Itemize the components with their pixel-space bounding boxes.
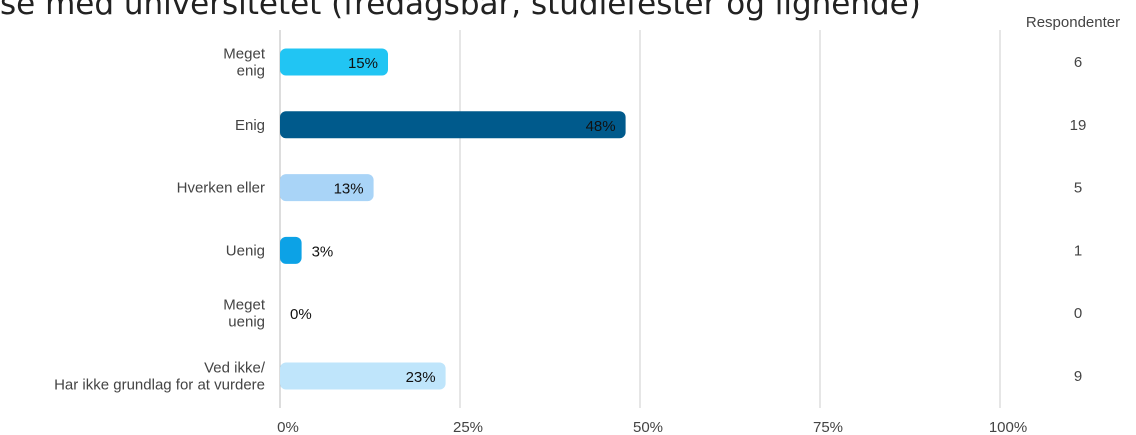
count-value: 1 — [1074, 242, 1082, 259]
category-label: Hverken eller — [177, 180, 265, 197]
count-column-header: Respondenter — [1025, 14, 1121, 31]
count-value: 19 — [1070, 117, 1087, 134]
count-value: 6 — [1074, 54, 1082, 71]
x-tick-label: 75% — [813, 419, 843, 435]
chart-title: se med universitetet (fredagsbar, studie… — [0, 0, 921, 22]
category-label: Enig — [235, 117, 265, 134]
bar — [280, 362, 446, 390]
data-label: 48% — [586, 118, 616, 135]
count-value: 5 — [1074, 180, 1082, 197]
data-label: 3% — [312, 243, 334, 260]
data-label: 13% — [334, 181, 364, 198]
bar — [280, 48, 388, 76]
x-tick-label: 100% — [989, 419, 1027, 435]
x-tick-label: 50% — [633, 419, 663, 435]
count-value: 0 — [1074, 305, 1082, 322]
category-label: Meget uenig — [223, 297, 266, 331]
count-value: 9 — [1074, 368, 1082, 385]
category-label: Ved ikke/Har ikke grundlag for at vurder… — [54, 360, 266, 394]
bar — [280, 236, 302, 264]
bar — [280, 174, 374, 202]
x-tick-label: 0% — [277, 419, 299, 435]
data-label: 23% — [406, 369, 436, 386]
data-label: 0% — [290, 306, 312, 323]
category-label: Uenig — [226, 242, 265, 259]
data-label: 15% — [348, 55, 378, 72]
bar — [280, 111, 626, 139]
x-tick-label: 25% — [453, 419, 483, 435]
category-label: Meget enig — [223, 46, 266, 80]
